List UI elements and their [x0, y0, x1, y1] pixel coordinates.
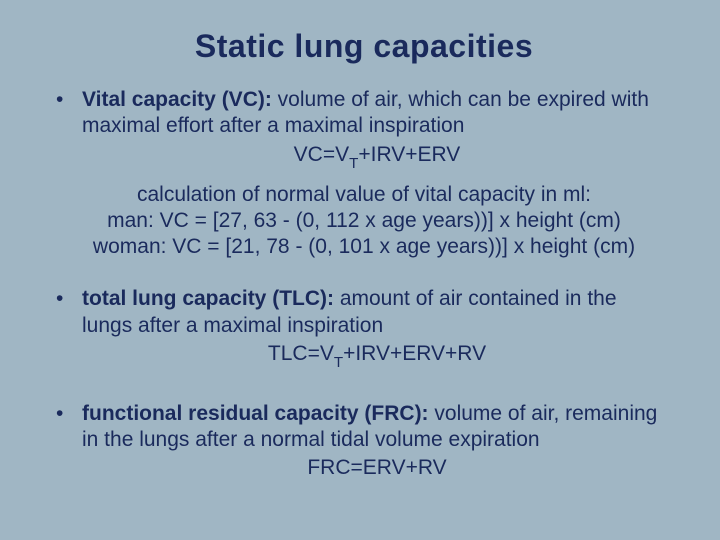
- tlc-formula-pre: TLC=V: [268, 342, 334, 365]
- tlc-formula-post: +IRV+ERV+RV: [343, 342, 486, 365]
- bullet-vc-term: Vital capacity (VC):: [82, 88, 272, 111]
- calc-heading: calculation of normal value of vital cap…: [56, 182, 672, 208]
- bullet-marker: •: [56, 286, 82, 312]
- bullet-marker: •: [56, 401, 82, 427]
- bullet-marker: •: [56, 87, 82, 113]
- bullet-frc: • functional residual capacity (FRC): vo…: [56, 401, 672, 488]
- slide-title: Static lung capacities: [56, 28, 672, 65]
- frc-formula-pre: FRC=ERV+RV: [307, 456, 446, 479]
- bullet-tlc-term: total lung capacity (TLC):: [82, 287, 334, 310]
- bullet-tlc-content: total lung capacity (TLC): amount of air…: [82, 286, 672, 373]
- bullet-vc-content: Vital capacity (VC): volume of air, whic…: [82, 87, 672, 174]
- bullet-frc-formula: FRC=ERV+RV: [82, 455, 672, 485]
- bullet-frc-content: functional residual capacity (FRC): volu…: [82, 401, 672, 488]
- bullet-frc-term: functional residual capacity (FRC):: [82, 402, 429, 425]
- tlc-formula-sub: T: [334, 354, 343, 371]
- calc-woman: woman: VC = [21, 78 - (0, 101 x age year…: [56, 234, 672, 260]
- vc-formula-pre: VC=V: [294, 143, 349, 166]
- calc-block: calculation of normal value of vital cap…: [56, 182, 672, 261]
- calc-man: man: VC = [27, 63 - (0, 112 x age years)…: [56, 208, 672, 234]
- vc-formula-sub: T: [349, 155, 358, 172]
- bullet-tlc: • total lung capacity (TLC): amount of a…: [56, 286, 672, 373]
- vc-formula-post: +IRV+ERV: [358, 143, 460, 166]
- bullet-tlc-formula: TLC=VT+IRV+ERV+RV: [82, 341, 672, 371]
- bullet-vc-formula: VC=VT+IRV+ERV: [82, 142, 672, 172]
- bullet-vc: • Vital capacity (VC): volume of air, wh…: [56, 87, 672, 174]
